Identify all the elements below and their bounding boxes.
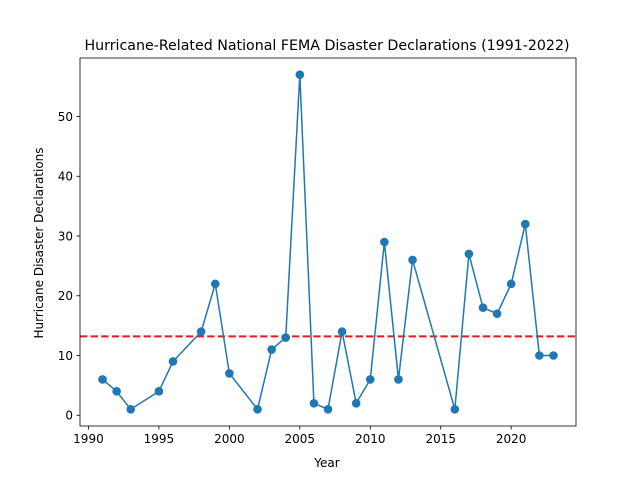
- y-tick-label: 10: [58, 349, 73, 363]
- data-point: [380, 237, 389, 247]
- x-tick-label: 2015: [425, 432, 456, 446]
- plot-area: 1990 1995 2000 2005 2010 2015 2020 0 10 20 30 40 50: [58, 57, 577, 446]
- y-axis-label: Hurricane Disaster Declarations: [32, 147, 46, 338]
- y-tick-label: 40: [58, 170, 73, 184]
- data-point: [225, 369, 234, 378]
- data-point: [323, 404, 333, 414]
- series-line: [102, 73, 554, 411]
- data-point: [492, 309, 502, 318]
- y-tick-label: 20: [58, 289, 73, 303]
- data-point: [549, 351, 558, 360]
- data-point: [351, 398, 361, 408]
- data-point: [478, 303, 488, 313]
- x-tick-label: 1990: [73, 432, 104, 446]
- y-tick-label: 0: [65, 409, 73, 423]
- data-point: [295, 70, 305, 80]
- x-tick-label: 2010: [355, 432, 386, 446]
- y-tick-label: 30: [58, 229, 73, 243]
- chart-title: Hurricane-Related National FEMA Disaster…: [84, 38, 569, 54]
- data-point: [337, 327, 347, 336]
- axes-frame: [79, 57, 577, 427]
- data-point: [535, 351, 544, 360]
- y-tick-label: 50: [58, 110, 73, 124]
- data-point: [112, 387, 121, 396]
- data-point: [464, 249, 474, 259]
- data-point: [520, 219, 530, 229]
- data-point: [210, 279, 220, 289]
- data-point: [506, 279, 516, 289]
- data-point: [253, 404, 262, 414]
- data-point: [450, 404, 460, 414]
- data-point: [365, 375, 375, 384]
- data-point: [196, 327, 206, 336]
- x-tick-label: 1995: [144, 432, 175, 446]
- data-point: [267, 345, 276, 354]
- x-tick-label: 2005: [285, 432, 316, 446]
- data-point: [408, 255, 417, 265]
- data-point: [126, 404, 136, 414]
- data-point: [394, 375, 403, 384]
- data-point: [309, 398, 319, 408]
- data-point: [168, 357, 178, 366]
- data-point: [154, 387, 164, 396]
- x-axis-label: Year: [313, 456, 339, 470]
- x-tick-label: 2020: [496, 432, 527, 446]
- data-point: [98, 375, 107, 384]
- x-tick-label: 2000: [214, 432, 245, 446]
- data-point: [281, 333, 291, 342]
